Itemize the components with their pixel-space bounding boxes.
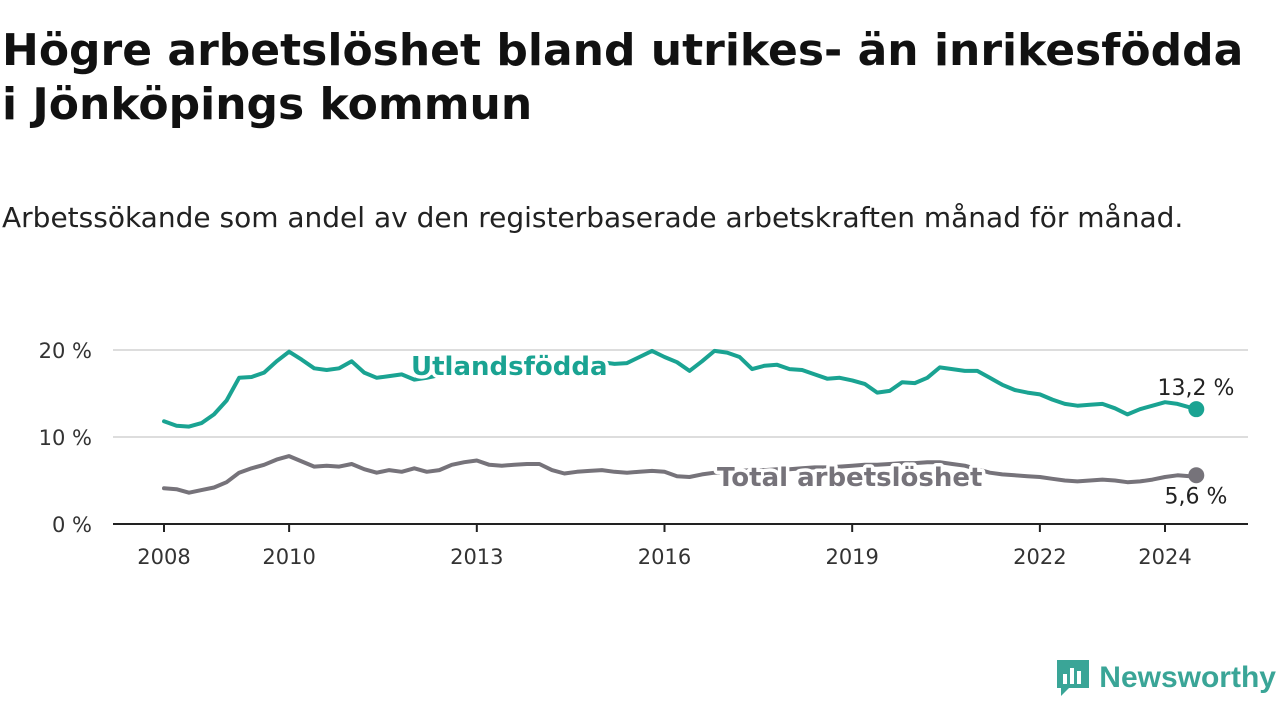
series-line-total xyxy=(162,454,1199,495)
series-end-point xyxy=(1188,467,1205,484)
x-tick-label: 2010 xyxy=(262,545,315,569)
gridlines xyxy=(113,349,1248,438)
series-line-utlandsfodda xyxy=(162,348,1199,429)
y-tick-label: 10 % xyxy=(39,426,92,450)
x-tick-label: 2013 xyxy=(450,545,503,569)
x-axis-ticks: 2008 2010 2013 2016 2019 2022 2024 xyxy=(137,524,1192,569)
x-tick-label: 2019 xyxy=(825,545,878,569)
series-name-label: Total arbetslöshet xyxy=(717,463,982,493)
y-axis-ticks: 0 % 10 % 20 % xyxy=(39,339,92,537)
series-name-halo: Total arbetslöshet xyxy=(717,463,982,493)
chart-title: Högre arbetslöshet bland utrikes- än inr… xyxy=(2,25,1244,130)
series-name-label: Utlandsfödda xyxy=(411,352,608,382)
y-tick-label: 0 % xyxy=(52,513,92,537)
x-tick-label: 2024 xyxy=(1138,545,1191,569)
end-value-label: 5,6 % xyxy=(1165,484,1228,509)
end-value-label: 13,2 % xyxy=(1158,376,1235,401)
brand-name: Newsworthy xyxy=(1099,661,1276,694)
line-chart: 0 % 10 % 20 % 2008 2010 2013 2016 2019 2022 2024… xyxy=(39,339,1248,569)
x-tick-label: 2008 xyxy=(137,545,190,569)
y-tick-label: 20 % xyxy=(39,339,92,363)
x-tick-label: 2016 xyxy=(638,545,691,569)
newsworthy-logo-icon xyxy=(1057,660,1090,696)
newsworthy-brand: Newsworthy xyxy=(1055,658,1276,698)
chart-subtitle: Arbetssökande som andel av den registerb… xyxy=(2,201,1184,234)
series-name-halo: Utlandsfödda xyxy=(411,352,608,382)
series-end-point xyxy=(1188,401,1205,418)
x-tick-label: 2022 xyxy=(1013,545,1066,569)
series-lines xyxy=(162,348,1205,495)
